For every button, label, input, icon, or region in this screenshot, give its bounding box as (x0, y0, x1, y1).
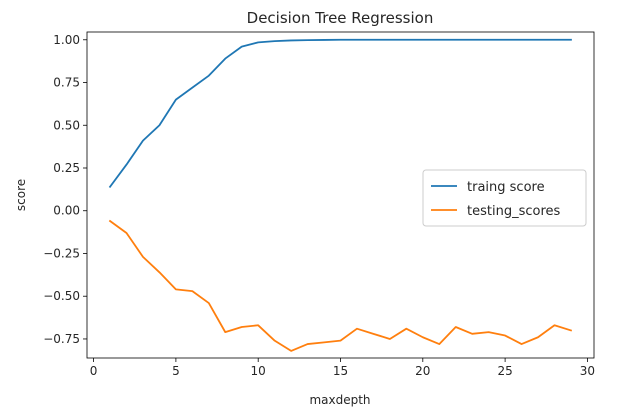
y-tick-label: −0.25 (43, 246, 80, 260)
x-tick-label: 15 (333, 364, 348, 378)
series-line-1 (108, 219, 573, 352)
plot-area: 0 5 10 15 20 25 30 −0.75 −0.50 −0.25 0.00 0.25 0.50 0… (43, 31, 595, 378)
y-tick-label: 0.25 (53, 161, 80, 175)
y-tick-label: −0.50 (43, 289, 80, 303)
x-tick-label: 5 (172, 364, 180, 378)
legend: traing score testing_scores (422, 169, 587, 227)
y-tick-label: 0.00 (53, 204, 80, 218)
x-tick-label: 25 (497, 364, 512, 378)
x-tick-label: 20 (415, 364, 430, 378)
series-line-0 (108, 38, 572, 189)
x-axis-label: maxdepth (309, 393, 370, 407)
legend-box (422, 169, 587, 227)
x-tick-label: 10 (251, 364, 266, 378)
legend-label: traing score (467, 180, 545, 195)
y-axis-label: score (14, 179, 28, 211)
y-tick-label: 1.00 (53, 33, 80, 47)
x-tick-label: 30 (580, 364, 595, 378)
x-tick-label: 0 (90, 364, 98, 378)
y-tick-label: 0.75 (53, 76, 80, 90)
legend-label: testing_scores (467, 204, 560, 219)
y-tick-label: 0.50 (53, 118, 80, 132)
chart-title: Decision Tree Regression (247, 9, 434, 27)
y-tick-label: −0.75 (43, 332, 80, 346)
